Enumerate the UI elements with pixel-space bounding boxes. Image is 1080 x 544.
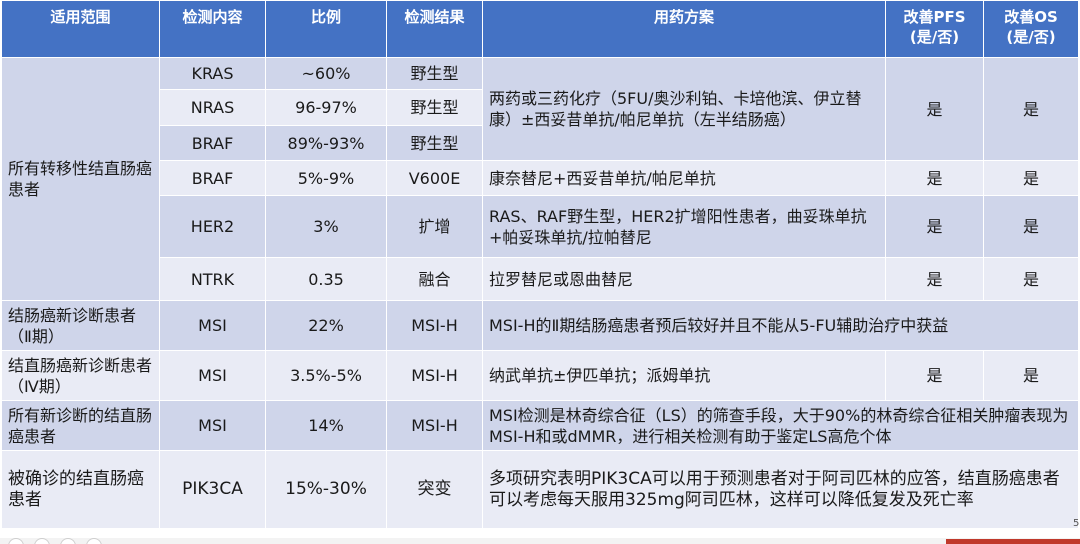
result-cell: 野生型 — [386, 125, 483, 161]
table-row: BRAF 5%-9% V600E 康奈替尼+西妥昔单抗/帕尼单抗 是 是 — [2, 160, 1079, 196]
table-row: NRAS 96-97% 野生型 — [2, 89, 1079, 126]
pfs-cell: 是 — [885, 257, 984, 301]
os-cell: 是 — [983, 57, 1079, 161]
header-scope: 适用范围 — [1, 0, 160, 58]
bottom-toolbar-strip — [0, 538, 1080, 544]
plan-cell: RAS、RAF野生型，HER2扩增阳性患者，曲妥珠单抗+帕妥珠单抗/拉帕替尼 — [482, 195, 886, 258]
header-os: 改善OS (是/否) — [983, 0, 1079, 58]
control-dot[interactable] — [86, 538, 102, 544]
ratio-cell: ~60% — [265, 57, 387, 90]
ratio-cell: 5%-9% — [265, 160, 387, 196]
control-dot[interactable] — [8, 538, 24, 544]
test-cell: BRAF — [159, 160, 266, 196]
header-result: 检测结果 — [386, 0, 483, 58]
table-row: 被确诊的结直肠癌患者 PIK3CA 15%-30% 突变 多项研究表明PIK3C… — [1, 450, 1079, 529]
plan-cell: 两药或三药化疗（5FU/奥沙利铂、卡培他滨、伊立替康）±西妥昔单抗/帕尼单抗（左… — [482, 57, 886, 161]
pfs-cell: 是 — [885, 195, 984, 258]
os-cell: 是 — [983, 195, 1079, 258]
test-cell: NRAS — [159, 89, 266, 126]
test-cell: BRAF — [159, 125, 266, 161]
table-row: 所有新诊断的结直肠癌患者 MSI 14% MSI-H MSI检测是林奇综合征（L… — [1, 400, 1079, 451]
table-row: 结直肠癌新诊断患者（Ⅳ期） MSI 3.5%-5% MSI-H 纳武单抗±伊匹单… — [1, 350, 1079, 401]
ratio-cell: 3.5%-5% — [265, 350, 387, 401]
plan-cell: MSI检测是林奇综合征（LS）的筛查手段，大于90%的林奇综合征相关肿瘤表现为M… — [482, 400, 1079, 451]
ratio-cell: 14% — [265, 400, 387, 451]
table-header-row: 适用范围 检测内容 比例 检测结果 用药方案 改善PFS (是/否) 改善OS … — [1, 0, 1079, 58]
result-cell: 突变 — [386, 450, 483, 529]
result-cell: 融合 — [386, 257, 483, 301]
test-cell: MSI — [159, 300, 266, 351]
table-row: 结肠癌新诊断患者（Ⅱ期） MSI 22% MSI-H MSI-H的Ⅱ期结肠癌患者… — [1, 300, 1079, 351]
control-dot[interactable] — [34, 538, 50, 544]
plan-cell: 纳武单抗±伊匹单抗；派姆单抗 — [482, 350, 886, 401]
control-dot[interactable] — [60, 538, 76, 544]
ratio-cell: 15%-30% — [265, 450, 387, 529]
test-cell: NTRK — [159, 257, 266, 301]
test-cell: PIK3CA — [159, 450, 266, 529]
result-cell: 扩增 — [386, 195, 483, 258]
brand-logo — [946, 539, 1080, 544]
pfs-cell: 是 — [885, 350, 984, 401]
scope-cell: 结肠癌新诊断患者（Ⅱ期） — [1, 300, 160, 351]
result-cell: V600E — [386, 160, 483, 196]
result-cell: 野生型 — [386, 89, 483, 126]
test-cell: KRAS — [159, 57, 266, 90]
pfs-cell: 是 — [885, 160, 984, 196]
scope-cell: 被确诊的结直肠癌患者 — [1, 450, 160, 529]
result-cell: MSI-H — [386, 400, 483, 451]
ratio-cell: 89%-93% — [265, 125, 387, 161]
scope-cell: 所有转移性结直肠癌患者 — [1, 57, 160, 301]
plan-cell: 拉罗替尼或恩曲替尼 — [482, 257, 886, 301]
header-test: 检测内容 — [159, 0, 266, 58]
plan-cell: MSI-H的Ⅱ期结肠癌患者预后较好并且不能从5-FU辅助治疗中获益 — [482, 300, 1079, 351]
ratio-cell: 3% — [265, 195, 387, 258]
result-cell: MSI-H — [386, 350, 483, 401]
header-plan: 用药方案 — [482, 0, 886, 58]
table-row: NTRK 0.35 融合 拉罗替尼或恩曲替尼 是 是 — [2, 257, 1079, 301]
slide-controls — [8, 538, 102, 544]
os-cell: 是 — [983, 160, 1079, 196]
test-cell: HER2 — [159, 195, 266, 258]
drug-regimen-table: 适用范围 检测内容 比例 检测结果 用药方案 改善PFS (是/否) 改善OS … — [1, 0, 1079, 529]
table-row: BRAF 89%-93% 野生型 — [2, 125, 1079, 161]
plan-cell: 多项研究表明PIK3CA可以用于预测患者对于阿司匹林的应答，结直肠癌患者可以考虑… — [482, 450, 1079, 529]
pfs-cell: 是 — [885, 57, 984, 161]
table-row: HER2 3% 扩增 RAS、RAF野生型，HER2扩增阳性患者，曲妥珠单抗+帕… — [2, 195, 1079, 258]
plan-cell: 康奈替尼+西妥昔单抗/帕尼单抗 — [482, 160, 886, 196]
ratio-cell: 22% — [265, 300, 387, 351]
scope-cell: 结直肠癌新诊断患者（Ⅳ期） — [1, 350, 160, 401]
header-ratio: 比例 — [265, 0, 387, 58]
header-pfs: 改善PFS (是/否) — [885, 0, 984, 58]
ratio-cell: 96-97% — [265, 89, 387, 126]
table-row: 所有转移性结直肠癌患者 KRAS ~60% 野生型 两药或三药化疗（5FU/奥沙… — [1, 57, 1079, 301]
scope-cell: 所有新诊断的结直肠癌患者 — [1, 400, 160, 451]
test-cell: MSI — [159, 400, 266, 451]
os-cell: 是 — [983, 350, 1079, 401]
test-cell: MSI — [159, 350, 266, 401]
ratio-cell: 0.35 — [265, 257, 387, 301]
page-number: 5 — [1073, 518, 1080, 529]
os-cell: 是 — [983, 257, 1079, 301]
result-cell: 野生型 — [386, 57, 483, 90]
result-cell: MSI-H — [386, 300, 483, 351]
